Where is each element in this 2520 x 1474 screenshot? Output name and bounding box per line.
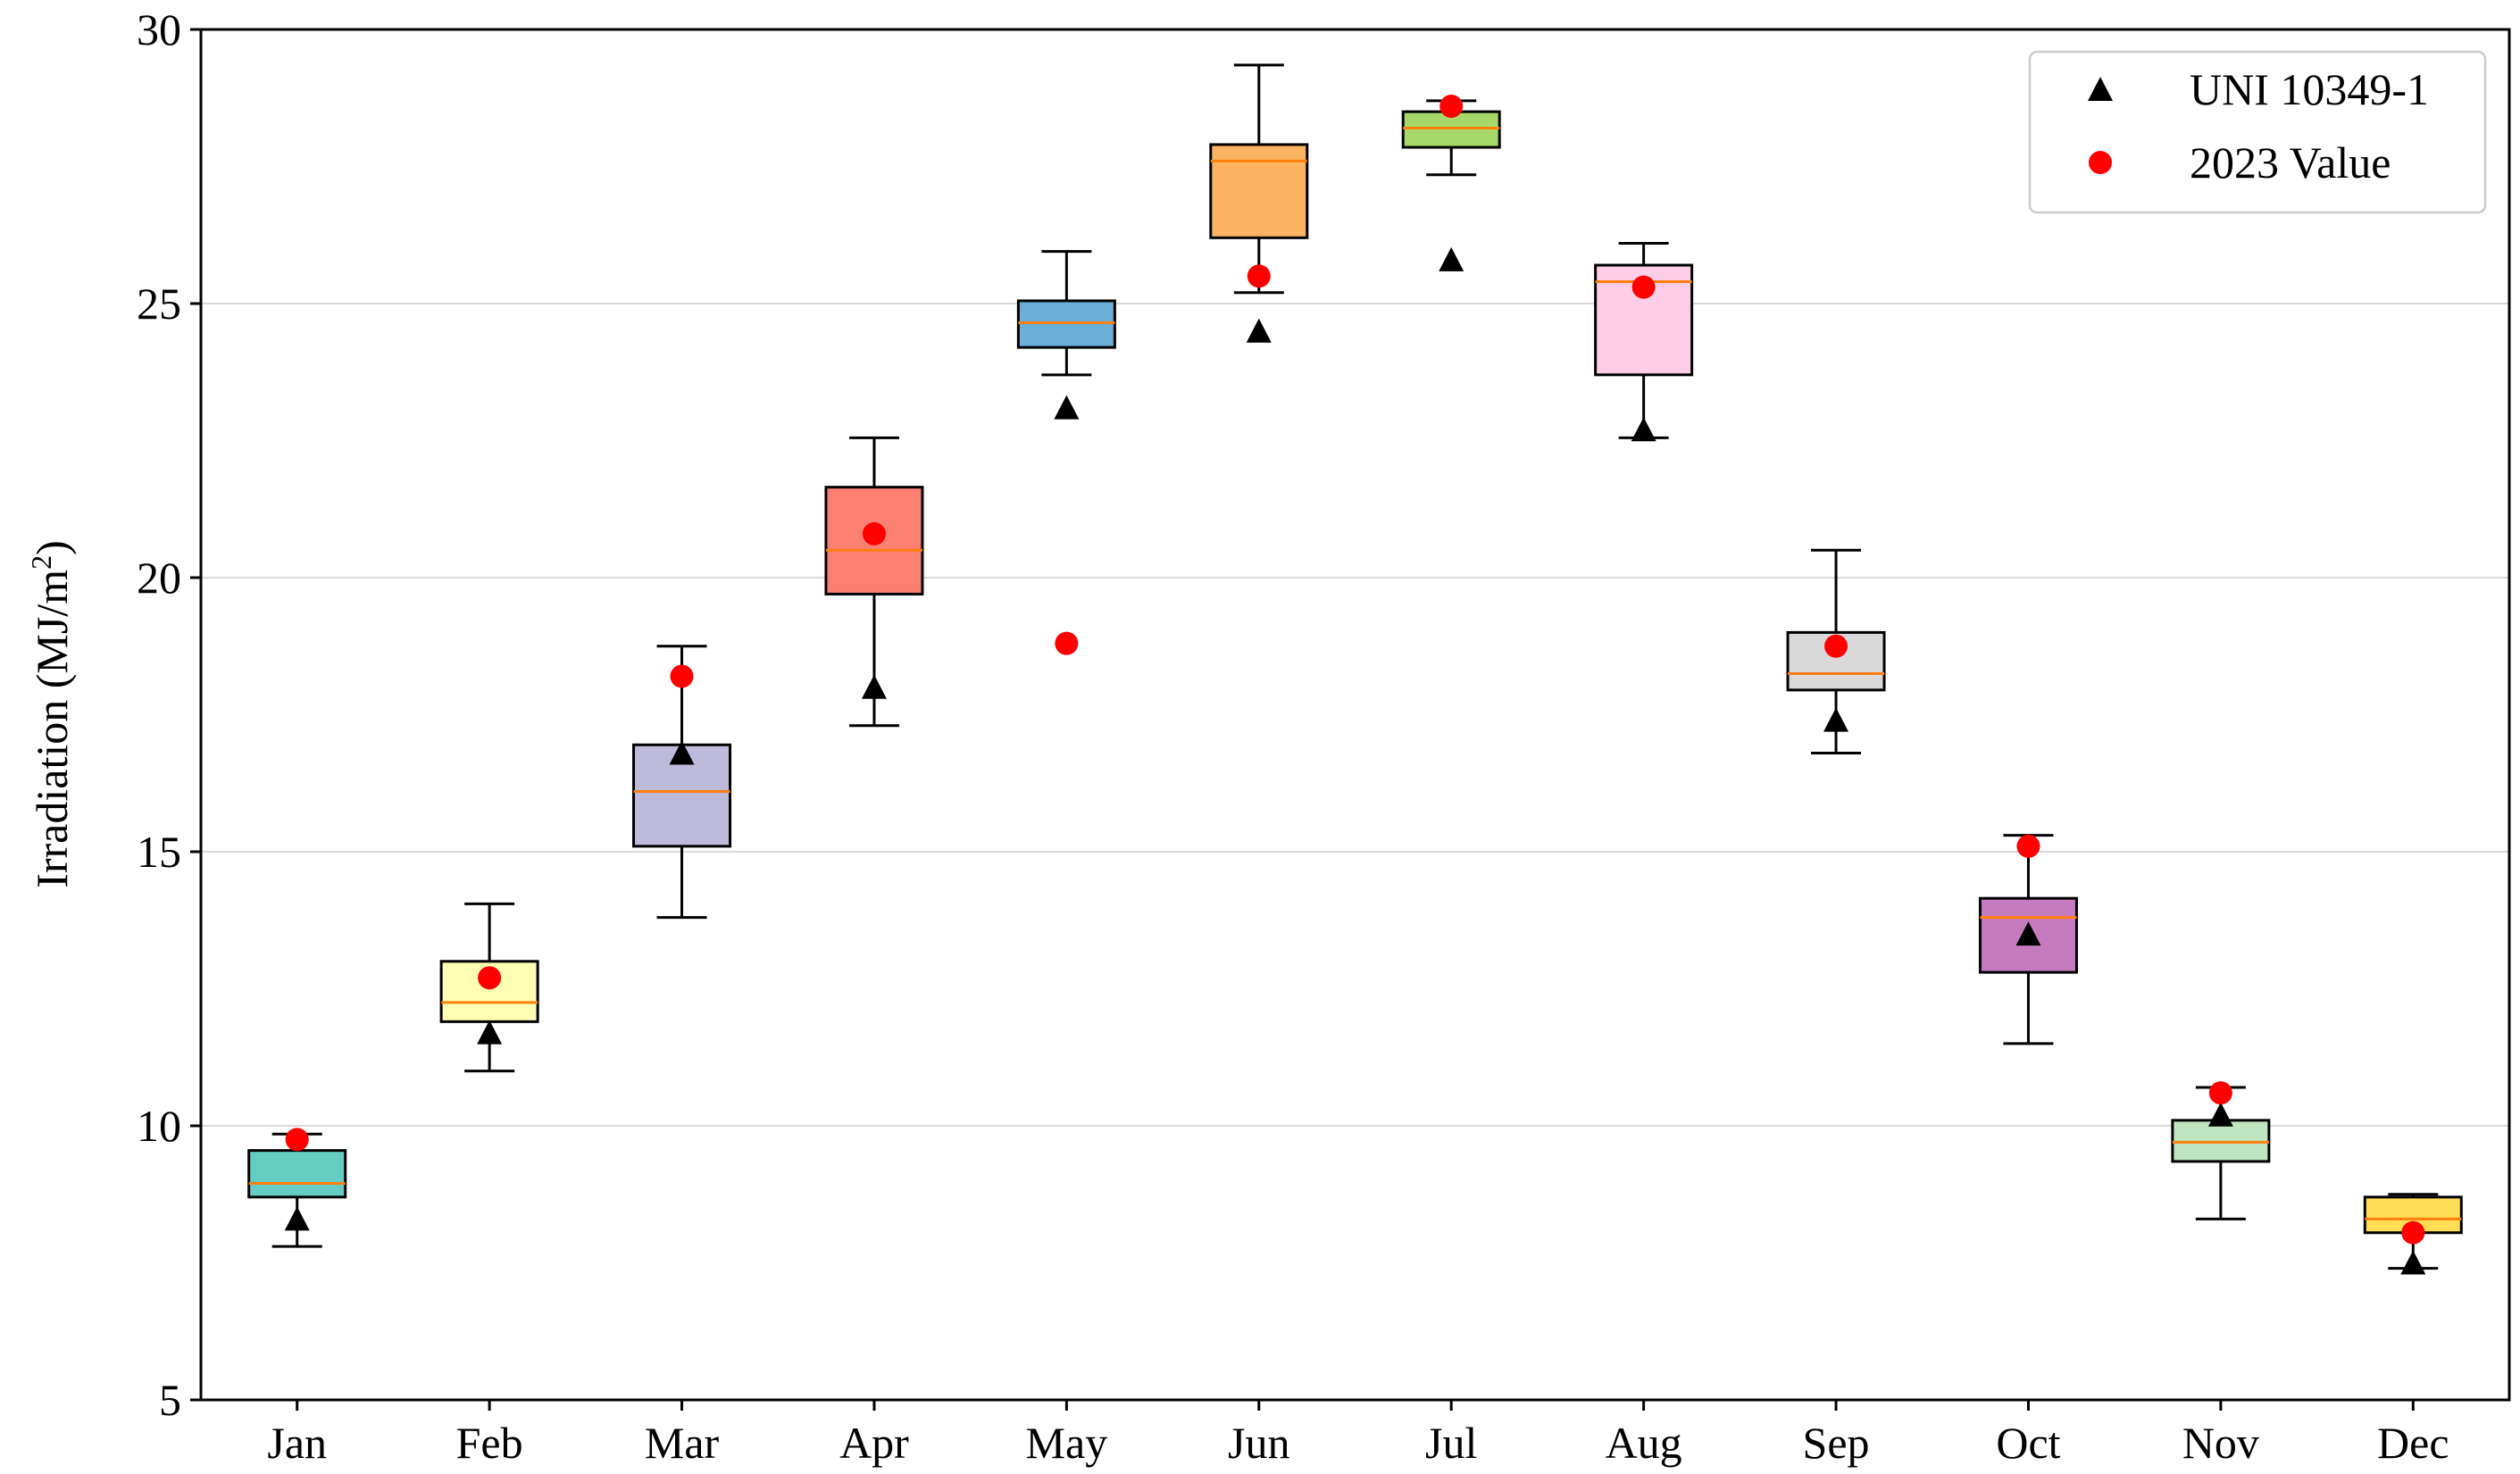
uni-marker-Sep — [1823, 707, 1849, 732]
box-body-Jun — [1209, 143, 1309, 239]
legend: UNI 10349-1 2023 Value — [2028, 50, 2487, 214]
y-axis-title-close: ) — [27, 540, 77, 555]
value-2023-marker-Feb — [478, 966, 502, 990]
x-tick-label-Sep: Sep — [1803, 1418, 1870, 1468]
y-tick-label-20: 20 — [137, 553, 181, 603]
uni-marker-Apr — [861, 674, 887, 699]
y-tick-label-25: 25 — [137, 279, 181, 329]
value-2023-marker-Jun — [1247, 264, 1271, 288]
value-2023-marker-Nov — [2208, 1081, 2232, 1105]
uni-marker-Jun — [1246, 318, 1272, 343]
x-tick-label-Dec: Dec — [2377, 1418, 2449, 1468]
x-tick-label-Jul: Jul — [1425, 1418, 1477, 1468]
y-axis: 5 10 15 20 25 30 — [137, 4, 201, 1425]
uni-marker-Aug — [1631, 417, 1656, 442]
x-tick-label-Jun: Jun — [1228, 1418, 1289, 1468]
box-body-Jan — [247, 1149, 347, 1199]
box-Jun — [1209, 63, 1309, 295]
legend-frame — [2028, 50, 2487, 214]
value-2023-marker-Apr — [862, 521, 886, 545]
y-axis-title-main: Irradiation (MJ/m — [27, 570, 77, 888]
marker-series — [284, 94, 2426, 1275]
box-body-Nov — [2171, 1119, 2271, 1163]
x-tick-label-Jan: Jan — [267, 1418, 327, 1468]
uni-marker-Jan — [284, 1206, 310, 1231]
box-body-May — [1016, 299, 1116, 349]
y-tick-label-15: 15 — [137, 827, 181, 877]
y-tick-label-5: 5 — [159, 1375, 181, 1425]
box-Nov — [2171, 1086, 2271, 1220]
value-2023-marker-Jan — [285, 1128, 309, 1152]
box-series — [247, 63, 2463, 1270]
uni-marker-Nov — [2207, 1102, 2233, 1127]
legend-label-2023: 2023 Value — [2190, 137, 2391, 187]
x-tick-label-Feb: Feb — [456, 1418, 523, 1468]
x-tick-label-Mar: Mar — [645, 1418, 720, 1468]
uni-marker-Jul — [1439, 246, 1464, 271]
x-tick-label-Aug: Aug — [1606, 1418, 1682, 1468]
value-2023-marker-Mar — [670, 664, 694, 688]
y-tick-label-10: 10 — [137, 1101, 181, 1151]
value-2023-marker-Oct — [2016, 834, 2040, 858]
y-tick-label-30: 30 — [137, 4, 181, 54]
x-tick-label-Apr: Apr — [839, 1418, 909, 1468]
box-May — [1016, 250, 1116, 377]
value-2023-marker-Dec — [2401, 1220, 2425, 1245]
x-tick-label-Oct: Oct — [1996, 1418, 2060, 1468]
legend-label-uni: UNI 10349-1 — [2190, 64, 2429, 114]
x-axis: Jan Feb Mar Apr May Jun Jul Aug Sep Oct Nov Dec — [267, 1400, 2449, 1468]
plot-area-frame — [199, 28, 2511, 1402]
uni-marker-Feb — [477, 1020, 503, 1045]
x-tick-label-May: May — [1026, 1418, 1108, 1468]
uni-marker-Dec — [2400, 1250, 2426, 1275]
legend-triangle-icon — [2088, 77, 2113, 101]
grid-lines — [201, 303, 2509, 1127]
box-Aug — [1594, 241, 1694, 439]
value-2023-marker-Sep — [1824, 634, 1848, 658]
uni-marker-Mar — [669, 740, 695, 765]
uni-marker-Oct — [2015, 921, 2041, 946]
y-axis-title: Irradiation (MJ/m2) — [25, 540, 77, 888]
value-2023-marker-Aug — [1631, 275, 1656, 299]
legend-circle-icon — [2089, 151, 2112, 174]
value-2023-marker-Jul — [1439, 94, 1464, 118]
uni-marker-May — [1054, 395, 1080, 420]
value-2023-marker-May — [1055, 631, 1079, 655]
y-axis-title-superscript: 2 — [25, 555, 57, 570]
x-tick-label-Nov: Nov — [2182, 1418, 2259, 1468]
